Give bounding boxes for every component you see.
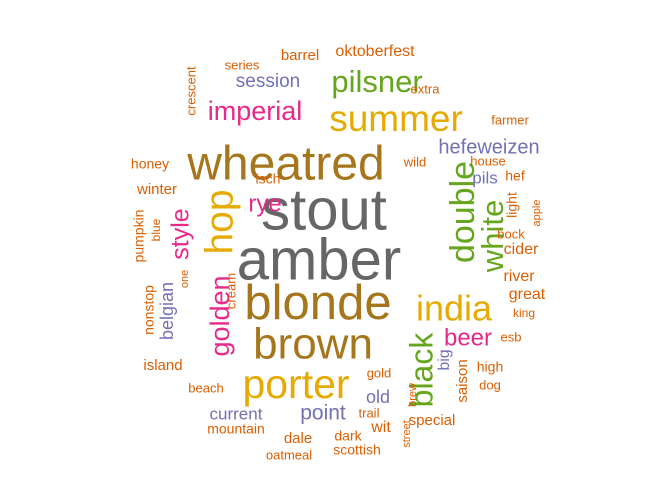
word-lsch: lsch: [256, 171, 281, 187]
word-great: great: [509, 286, 546, 303]
word-current: current: [210, 404, 263, 423]
word-hef: hef: [505, 168, 525, 184]
word-honey: honey: [131, 156, 169, 172]
word-black: black: [403, 332, 439, 408]
word-beach: beach: [188, 380, 223, 395]
word-oktoberfest: oktoberfest: [335, 43, 415, 60]
word-belgian: belgian: [157, 282, 177, 340]
word-mountain: mountain: [207, 421, 265, 437]
word-old: old: [366, 387, 390, 407]
word-hefeweizen: hefeweizen: [438, 136, 539, 158]
word-point: point: [300, 402, 346, 425]
word-double: double: [444, 161, 482, 263]
word-farmer: farmer: [491, 112, 529, 127]
word-blonde: blonde: [244, 276, 391, 330]
word-house: house: [470, 153, 505, 168]
word-river: river: [503, 268, 535, 285]
word-wit: wit: [370, 419, 391, 436]
word-white: white: [475, 200, 510, 273]
word-winter: winter: [136, 181, 177, 198]
word-trail: trail: [359, 405, 380, 420]
word-imperial: imperial: [208, 96, 303, 126]
word-king: king: [513, 306, 535, 320]
word-amber: amber: [237, 227, 401, 292]
word-light: light: [504, 192, 520, 218]
word-big: big: [436, 349, 453, 370]
word-extra: extra: [411, 81, 441, 96]
word-island: island: [143, 357, 182, 374]
word-hop: hop: [198, 189, 241, 254]
word-special: special: [409, 412, 456, 429]
word-oatmeal: oatmeal: [266, 447, 312, 462]
word-india: india: [416, 288, 493, 329]
word-dale: dale: [284, 430, 312, 447]
word-rye: rye: [248, 190, 281, 217]
word-stout: stout: [261, 177, 387, 242]
word-style: style: [167, 208, 195, 259]
word-brown: brown: [253, 320, 373, 369]
word-one: one: [179, 270, 191, 288]
word-street: street: [401, 420, 413, 448]
word-gold: gold: [367, 365, 392, 380]
word-brew: brew: [407, 383, 419, 407]
word-blue: blue: [149, 218, 163, 241]
word-esb: esb: [501, 329, 522, 344]
word-beer: beer: [444, 324, 492, 351]
word-cider: cider: [504, 241, 539, 258]
word-series: series: [225, 57, 260, 72]
word-wheatred: wheatred: [186, 138, 384, 191]
word-dog: dog: [479, 377, 501, 392]
word-barrel: barrel: [281, 47, 319, 64]
word-pumpkin: pumpkin: [131, 210, 147, 263]
word-cream: cream: [223, 273, 238, 309]
word-apple: apple: [531, 200, 543, 227]
word-high: high: [477, 359, 503, 375]
word-dark: dark: [334, 428, 362, 444]
word-pils: pils: [472, 168, 498, 187]
word-wild: wild: [403, 154, 426, 169]
word-bock: bock: [497, 226, 525, 241]
word-summer: summer: [329, 98, 463, 139]
word-porter: porter: [242, 361, 349, 407]
word-crescent: crescent: [183, 66, 198, 116]
word-golden: golden: [205, 275, 235, 356]
word-session: session: [236, 71, 300, 92]
word-pilsner: pilsner: [331, 64, 422, 99]
word-scottish: scottish: [333, 442, 380, 458]
word-saison: saison: [454, 359, 471, 402]
word-nonstop: nonstop: [141, 285, 157, 335]
